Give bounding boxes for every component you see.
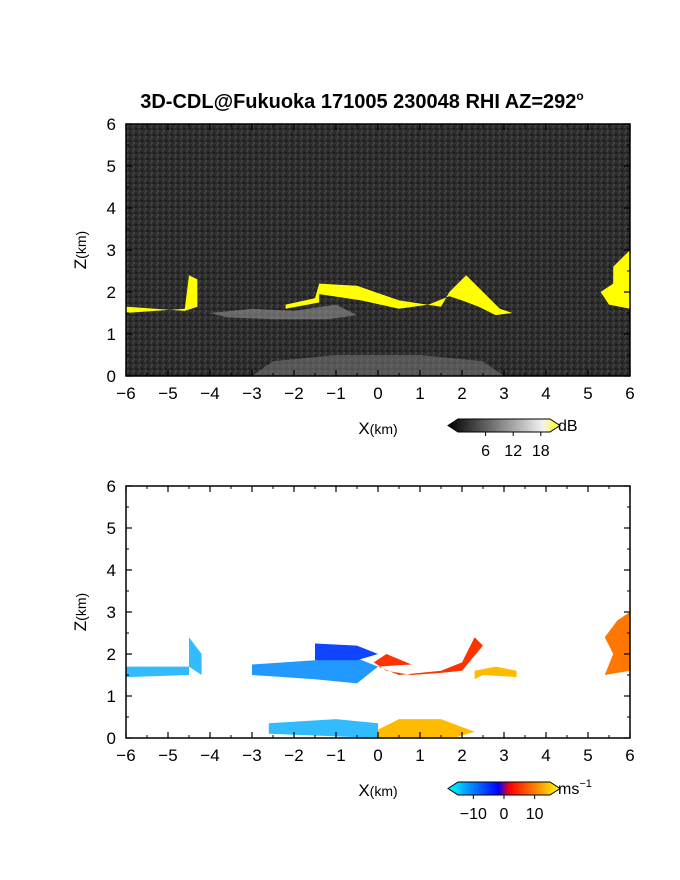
x-tick-label: −4: [200, 384, 219, 403]
y-tick-label: 5: [107, 157, 116, 176]
data-region-5: [474, 666, 517, 680]
x-tick-label: 4: [541, 384, 550, 403]
colorbar-unit: dB: [558, 418, 578, 435]
x-tick-label: −2: [284, 746, 303, 765]
colorbar-tick-label: 10: [526, 806, 544, 823]
colorbar-unit: ms−1: [558, 778, 592, 798]
data-region-4: [285, 275, 513, 316]
y-tick-label: 2: [107, 645, 116, 664]
x-tick-label: −5: [158, 384, 177, 403]
colorbar-tick-label: 0: [500, 806, 509, 823]
data-region-4: [373, 637, 483, 675]
x-tick-label: 0: [373, 746, 382, 765]
colorbar-tick-label: −10: [460, 806, 487, 823]
y-axis-title: Z(km): [71, 231, 90, 269]
colorbar-tick-label: 18: [532, 443, 550, 460]
y-tick-label: 3: [107, 603, 116, 622]
data-region-8: [378, 719, 475, 738]
x-tick-label: 2: [457, 746, 466, 765]
x-tick-label: −6: [116, 384, 135, 403]
y-tick-label: 4: [107, 199, 116, 218]
colorbar: 6 12 18 dB: [447, 418, 578, 460]
x-tick-label: 3: [499, 384, 508, 403]
data-region-7: [268, 719, 378, 738]
x-tick-label: 5: [583, 384, 592, 403]
x-tick-label: −2: [284, 384, 303, 403]
plot-background: [126, 486, 630, 738]
x-tick-label: −4: [200, 746, 219, 765]
data-region-3: [126, 275, 198, 313]
x-tick-label: 0: [373, 384, 382, 403]
x-tick-label: −3: [242, 746, 261, 765]
data-region-5: [600, 250, 630, 309]
data-region-1: [210, 304, 357, 320]
y-tick-label: 2: [107, 283, 116, 302]
x-tick-label: 5: [583, 746, 592, 765]
x-tick-label: −1: [326, 746, 345, 765]
colorbar-scale: [447, 781, 561, 796]
x-tick-label: 1: [415, 746, 424, 765]
x-tick-label: 4: [541, 746, 550, 765]
x-tick-label: 6: [625, 746, 634, 765]
y-tick-label: 0: [107, 367, 116, 386]
y-tick-label: 1: [107, 325, 116, 344]
x-axis-title: X(km): [358, 419, 397, 438]
x-tick-label: −5: [158, 746, 177, 765]
y-tick-label: 6: [107, 115, 116, 134]
y-axis-title: Z(km): [71, 593, 90, 631]
data-region-2: [252, 658, 378, 684]
plot-background: [126, 124, 630, 376]
data-region-1: [126, 637, 202, 678]
y-tick-label: 6: [107, 477, 116, 496]
colorbar-scale: [447, 418, 561, 433]
chart-title: 3D-CDL@Fukuoka 171005 230048 RHI AZ=292o: [140, 89, 584, 113]
y-tick-label: 4: [107, 561, 116, 580]
data-region-3: [315, 643, 378, 661]
x-tick-label: −3: [242, 384, 261, 403]
x-tick-label: 2: [457, 384, 466, 403]
y-tick-label: 5: [107, 519, 116, 538]
y-tick-label: 0: [107, 729, 116, 748]
colorbar-tick-label: 6: [481, 443, 490, 460]
x-tick-label: 6: [625, 384, 634, 403]
x-tick-label: 1: [415, 384, 424, 403]
y-tick-label: 1: [107, 687, 116, 706]
data-region-2: [252, 355, 504, 376]
data-region-6: [604, 612, 630, 675]
colorbar-tick-label: 12: [504, 443, 522, 460]
colorbar: −10 0 10 ms−1: [447, 778, 592, 823]
y-tick-label: 3: [107, 241, 116, 260]
x-tick-label: −1: [326, 384, 345, 403]
x-tick-label: 3: [499, 746, 508, 765]
x-axis-title: X(km): [358, 781, 397, 800]
x-tick-label: −6: [116, 746, 135, 765]
